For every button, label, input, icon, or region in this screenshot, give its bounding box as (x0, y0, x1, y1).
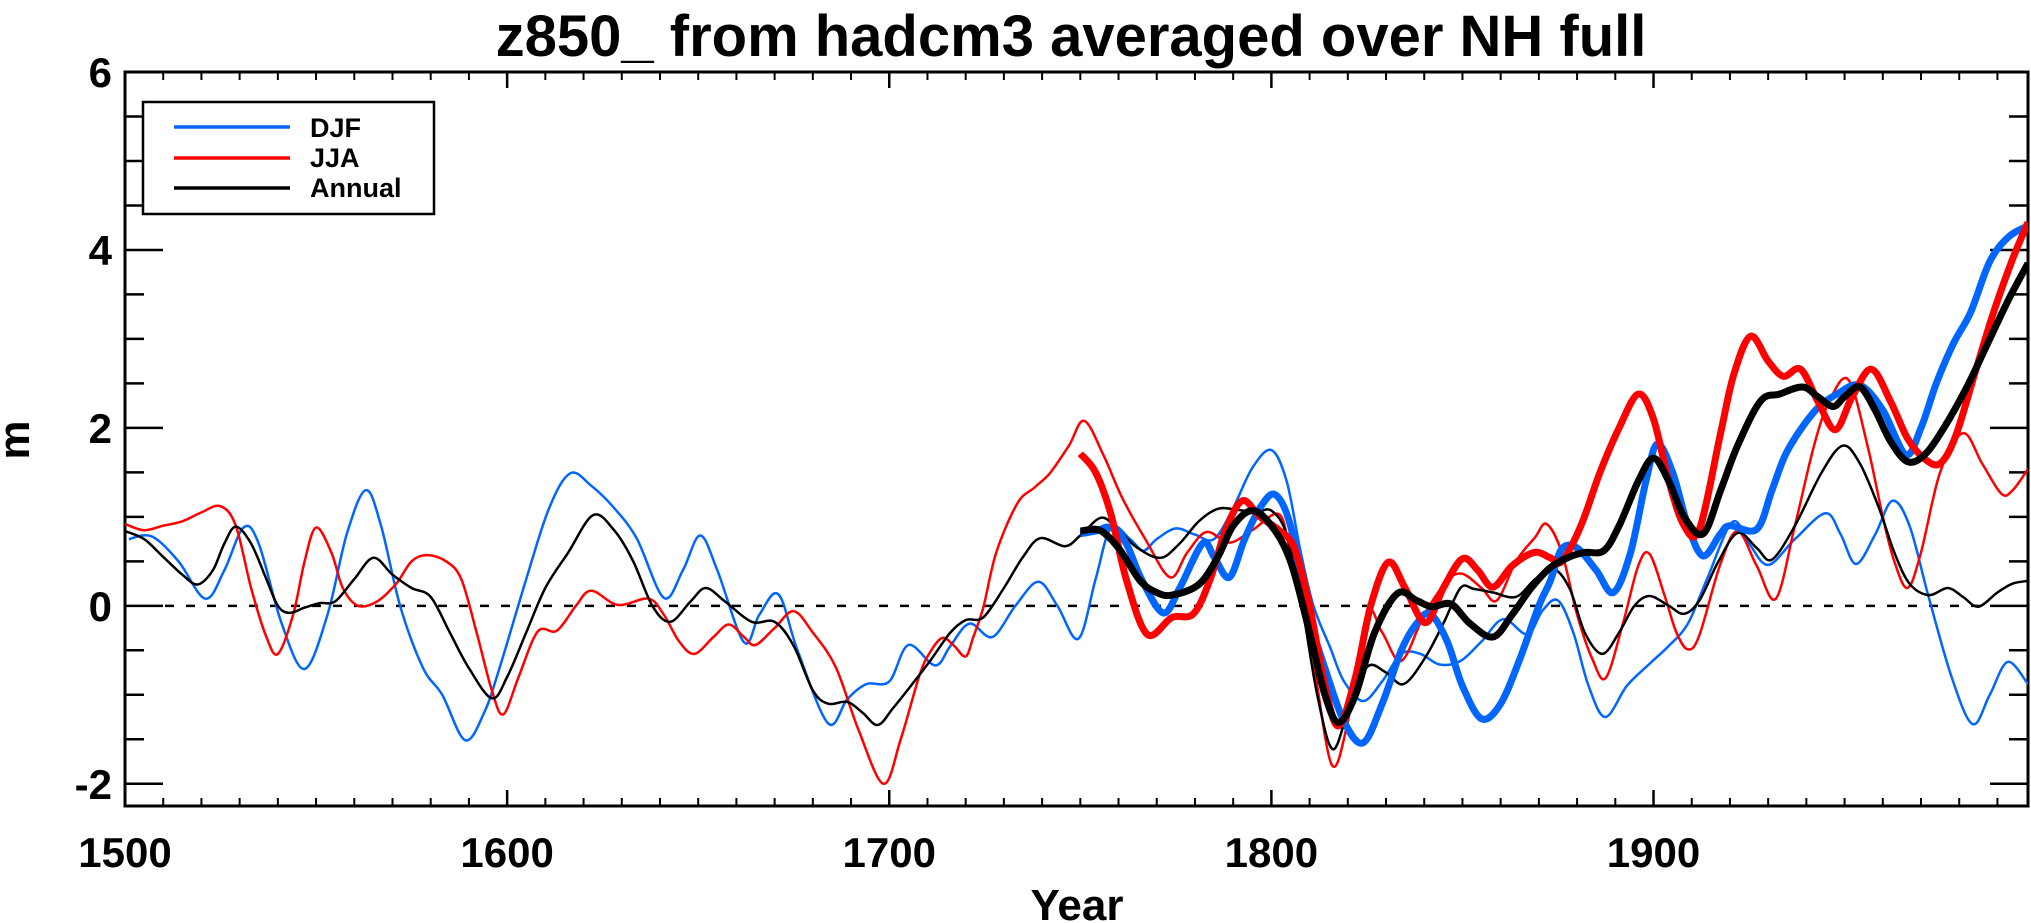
y-tick-label: 0 (89, 583, 112, 630)
x-tick-label: 1800 (1225, 829, 1318, 876)
series-line-jja (125, 376, 2028, 786)
minor-ticks (125, 72, 2028, 806)
legend-label-jja: JJA (310, 143, 360, 173)
plot-border (123, 70, 2030, 808)
series-line-djf (128, 448, 2028, 742)
y-tick-label: 4 (89, 227, 113, 274)
x-axis-label: Year (1031, 881, 1124, 923)
x-tick-label: 1700 (843, 829, 936, 876)
y-tick-label: 6 (89, 49, 112, 96)
plot-frame (123, 70, 2030, 808)
series-layer (125, 221, 2028, 786)
legend-label-djf: DJF (310, 113, 361, 143)
x-tick-label: 1500 (78, 829, 171, 876)
chart-title: z850_ from hadcm3 averaged over NH full (496, 4, 1647, 69)
series-line-annual (125, 444, 2028, 751)
y-axis-label: m (0, 420, 39, 459)
y-tick-labels: -2 0 2 4 6 (75, 49, 113, 808)
x-tick-labels: 1500 1600 1700 1800 1900 (78, 829, 1700, 876)
legend: DJF JJA Annual (141, 100, 436, 216)
legend-entry-jja: JJA (174, 143, 360, 173)
y-tick-label: -2 (75, 761, 112, 808)
series-line-jja-smoothed-1750 (1077, 221, 2028, 730)
legend-entry-djf: DJF (174, 113, 361, 143)
y-tick-label: 2 (89, 405, 112, 452)
major-ticks (123, 70, 2028, 806)
x-tick-label: 1600 (460, 829, 553, 876)
legend-entry-annual: Annual (174, 173, 402, 203)
series-line-annual-smoothed-1750 (1079, 261, 2028, 726)
series-group (125, 221, 2028, 786)
legend-label-annual: Annual (310, 173, 402, 203)
series-line-djf-smoothed-1750 (1079, 222, 2028, 747)
x-tick-label: 1900 (1607, 829, 1700, 876)
